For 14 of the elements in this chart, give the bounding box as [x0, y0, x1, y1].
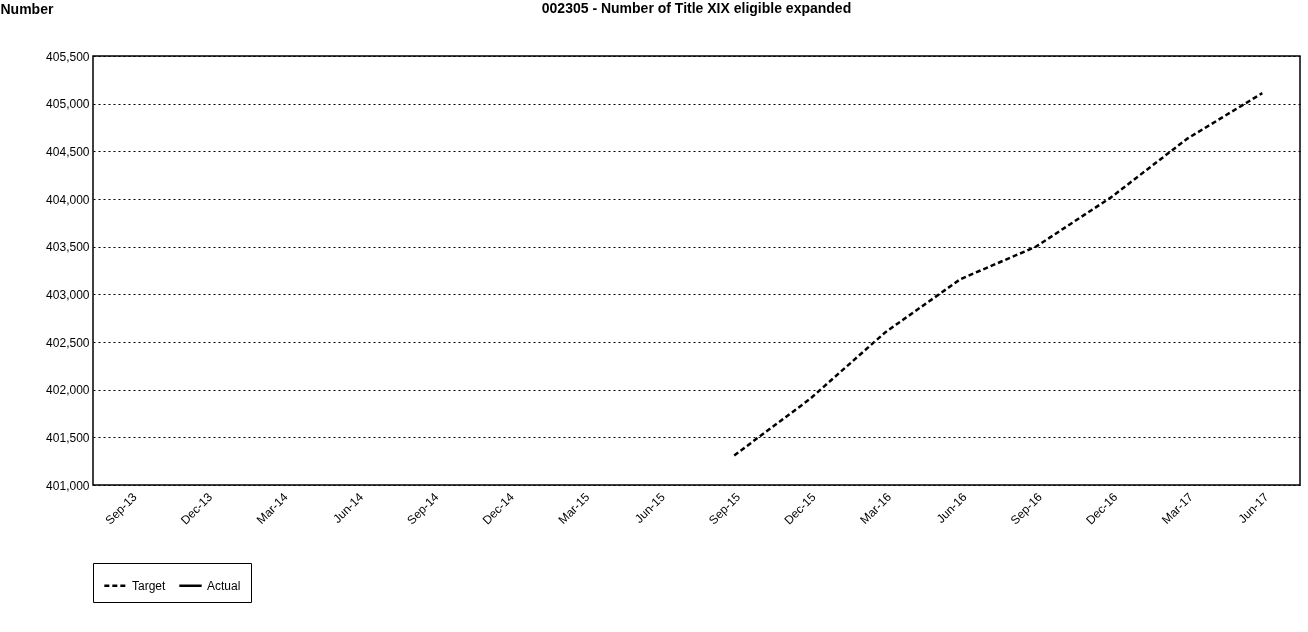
- y-tick-label: 403,500: [46, 240, 90, 255]
- y-tick-label: 405,500: [46, 49, 90, 64]
- y-tick-label: 401,500: [46, 430, 90, 445]
- y-tick-label: 404,500: [46, 144, 90, 159]
- y-tick-label: 403,000: [46, 287, 90, 302]
- legend-label: Target: [132, 578, 167, 593]
- legend-label: Actual: [207, 578, 241, 593]
- y-tick-label: 401,000: [46, 478, 90, 493]
- y-tick-label: 405,000: [46, 97, 90, 112]
- y-tick-label: 404,000: [46, 192, 90, 207]
- y-tick-label: 402,000: [46, 383, 90, 398]
- chart-title: 002305 - Number of Title XIX eligible expanded: [541, 0, 852, 16]
- y-axis-title: Number: [0, 0, 54, 17]
- y-tick-label: 402,500: [46, 335, 90, 350]
